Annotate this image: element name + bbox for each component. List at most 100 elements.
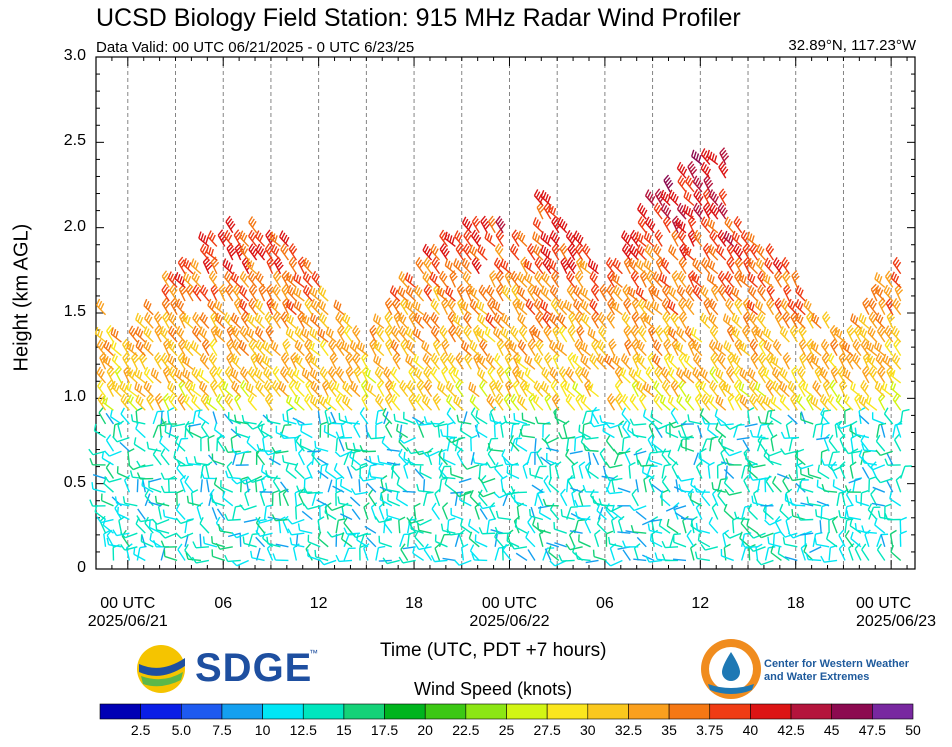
wind-barb [345,352,354,370]
wind-barb [175,325,186,343]
wind-barb [349,340,361,357]
wind-barb [661,379,671,398]
wind-barb [606,270,616,288]
wind-barb [485,461,504,469]
wind-barb [98,406,107,425]
wind-barb [525,530,536,548]
wind-barb [493,421,502,438]
wind-barb [449,270,458,288]
wind-barb [749,429,766,439]
wind-barb [762,326,774,343]
wind-barb [300,424,313,439]
x-tick-label: 18 [405,595,423,612]
wind-barb [479,379,488,398]
wind-barb [579,258,592,275]
wind-barb [293,367,305,384]
wind-barb [406,517,424,524]
wind-barb [581,432,599,440]
wind-barb [478,527,496,535]
wind-barb [774,311,784,329]
wind-barb [303,476,312,493]
wind-barb [167,312,178,329]
wind-barb [417,523,432,534]
wind-barb [135,339,146,357]
wind-barb [789,498,806,507]
wind-barb [560,488,568,507]
wind-barb [652,423,671,430]
wind-barb [278,489,286,506]
wind-barb [430,420,448,428]
wind-barb [104,476,122,483]
wind-barb [653,380,663,398]
wind-barb [306,461,313,479]
wind-barb [163,549,178,562]
wind-barb [484,326,496,343]
wind-barb [795,299,806,316]
x-tick-label: 12 [691,595,710,612]
wind-barb [630,270,640,288]
wind-barb [510,485,527,494]
wind-barb [460,340,472,357]
wind-barb [421,340,433,357]
wind-barb [294,503,303,520]
wind-barb [587,258,599,275]
wind-barb [220,480,234,493]
wind-barb [598,325,608,343]
wind-barb [540,189,552,206]
wind-barb [182,258,194,275]
wind-barb [476,312,488,329]
wind-barb [209,488,218,507]
wind-barb [135,326,146,343]
wind-barb [563,299,576,316]
wind-barb [104,450,122,457]
wind-barb [718,161,729,179]
wind-barb [100,493,114,507]
wind-barb [517,394,528,411]
wind-barb [782,311,791,329]
wind-barb [160,410,163,424]
wind-barb [493,326,504,343]
wind-barb [589,298,600,316]
wind-barb [285,326,297,343]
wind-barb [136,472,154,480]
wind-barb [662,215,672,234]
wind-barb [819,394,830,411]
wind-barb [431,256,441,275]
wind-barb [414,543,432,551]
wind-barb [474,534,488,548]
wind-barb [611,272,623,288]
wind-barb [333,299,345,316]
wind-barb [827,394,838,411]
wind-barb [175,503,186,520]
wind-barb [809,546,822,554]
wind-barb [248,297,258,316]
wind-barb [637,325,647,343]
wind-barb [197,409,210,425]
wind-barb [468,381,480,398]
wind-barb [647,352,655,370]
wind-barb [255,339,266,357]
wind-barb [120,407,130,425]
wind-barb [174,272,186,288]
wind-barb [136,460,154,468]
wind-barb [431,502,441,520]
wind-barb [743,474,751,493]
wind-barb [597,339,608,357]
wind-barb [770,354,782,370]
wind-barb [350,488,369,496]
wind-barb [746,299,758,316]
wind-barb [450,491,464,494]
wind-barb [693,202,704,220]
wind-barb [285,463,297,480]
wind-barb [585,559,599,564]
wind-barb [304,393,313,411]
wind-barb [540,231,552,247]
wind-barb [709,229,719,247]
wind-barb [733,366,743,384]
wind-barb [335,311,345,329]
wind-barb [756,393,767,411]
wind-barb [260,423,273,439]
wind-barb [230,367,242,384]
wind-barb [642,409,655,425]
wind-barb [192,284,202,302]
